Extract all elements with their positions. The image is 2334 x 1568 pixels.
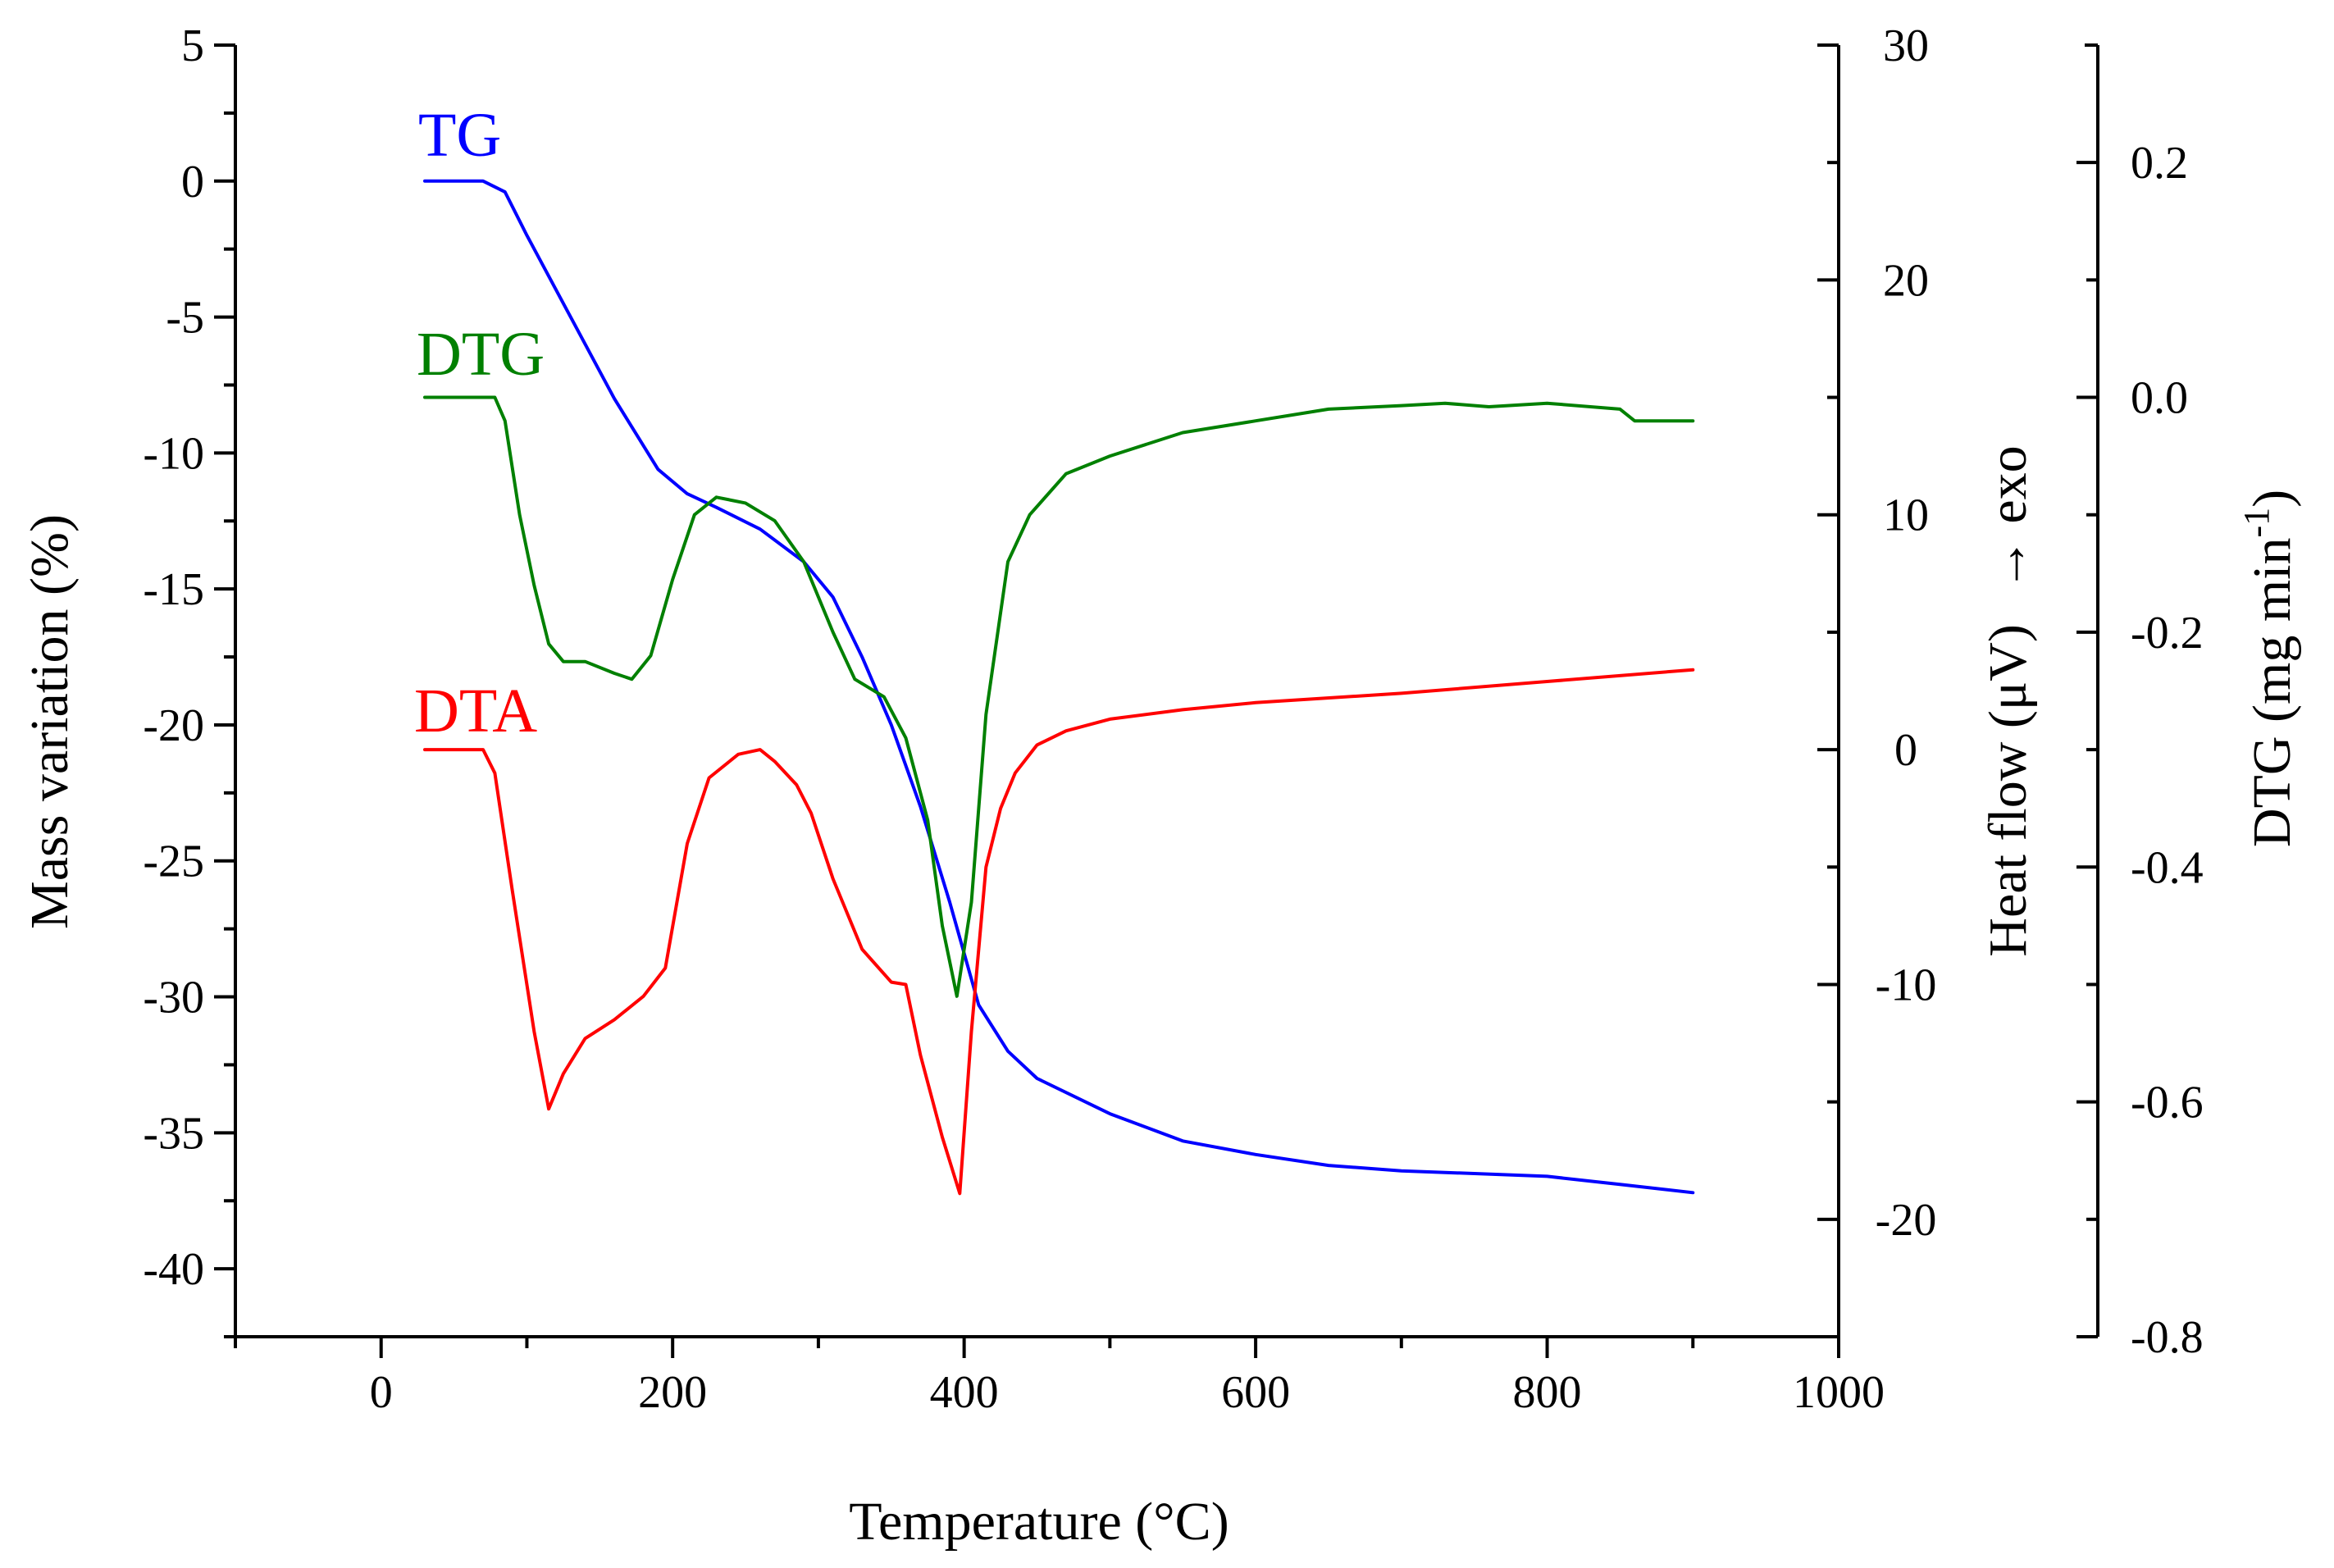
mass-tick-label: -15 [143, 564, 204, 615]
x-axis-title: Temperature (°C) [849, 1492, 1229, 1552]
x-tick-label: 0 [370, 1367, 393, 1418]
dtg-series-label: DTG [417, 320, 545, 389]
dtg-tick-label: 0.0 [2131, 373, 2188, 424]
series-layer [423, 179, 1695, 1196]
mass-tick-label: -30 [143, 973, 204, 1023]
dtg-axis-label-sup: -1 [2236, 508, 2277, 538]
dta-series-label: DTA [414, 677, 537, 745]
heat-tick-label: 20 [1883, 255, 1929, 306]
axes-layer: 0 200 400 600 800 100050-5-10-15-20-25-30-35-… [143, 21, 2203, 1418]
mass-tick-label: -40 [143, 1244, 204, 1295]
exo-direction-note: → exo [1978, 445, 2038, 591]
heat-tick-label: -20 [1876, 1195, 1937, 1246]
dtg-tick-label: 0.2 [2131, 138, 2188, 189]
x-tick-label: 800 [1513, 1367, 1582, 1418]
dtg-curve [423, 395, 1695, 998]
dtg-axis-label-close: ) [2242, 490, 2302, 508]
x-tick-label: 1000 [1793, 1367, 1885, 1418]
heat-tick-label: 30 [1883, 21, 1929, 71]
dtg-axis-title: DTG (mg min-1) [2236, 490, 2302, 847]
heat-tick-label: 0 [1894, 725, 1917, 776]
mass-axis-title: Mass variation (%) [20, 514, 80, 929]
dtg-tick-label: -0.8 [2131, 1312, 2204, 1363]
dtg-tick-label: -0.4 [2131, 842, 2204, 893]
dtg-tick-label: -0.2 [2131, 608, 2204, 659]
mass-tick-label: 0 [181, 157, 204, 207]
dta-curve [423, 668, 1695, 1196]
mass-tick-label: 5 [181, 21, 204, 71]
x-tick-label: 200 [638, 1367, 707, 1418]
heat-tick-label: 10 [1883, 490, 1929, 541]
mass-tick-label: -5 [166, 293, 204, 344]
x-tick-label: 600 [1221, 1367, 1290, 1418]
dtg-tick-label: -0.6 [2131, 1078, 2204, 1128]
heat-tick-label: -10 [1876, 959, 1937, 1010]
mass-tick-label: -25 [143, 836, 204, 887]
heat-axis-title: Heat flow (μV) → exo [1978, 445, 2038, 956]
heat-axis-label: Heat flow (μV) [1978, 624, 2038, 957]
mass-tick-label: -10 [143, 428, 204, 479]
tg-series-label: TG [418, 101, 501, 170]
mass-tick-label: -20 [143, 700, 204, 751]
dtg-axis-label-main: DTG (mg min [2242, 538, 2302, 848]
x-tick-label: 400 [930, 1367, 999, 1418]
mass-tick-label: -35 [143, 1108, 204, 1159]
tg-curve [423, 179, 1695, 1195]
